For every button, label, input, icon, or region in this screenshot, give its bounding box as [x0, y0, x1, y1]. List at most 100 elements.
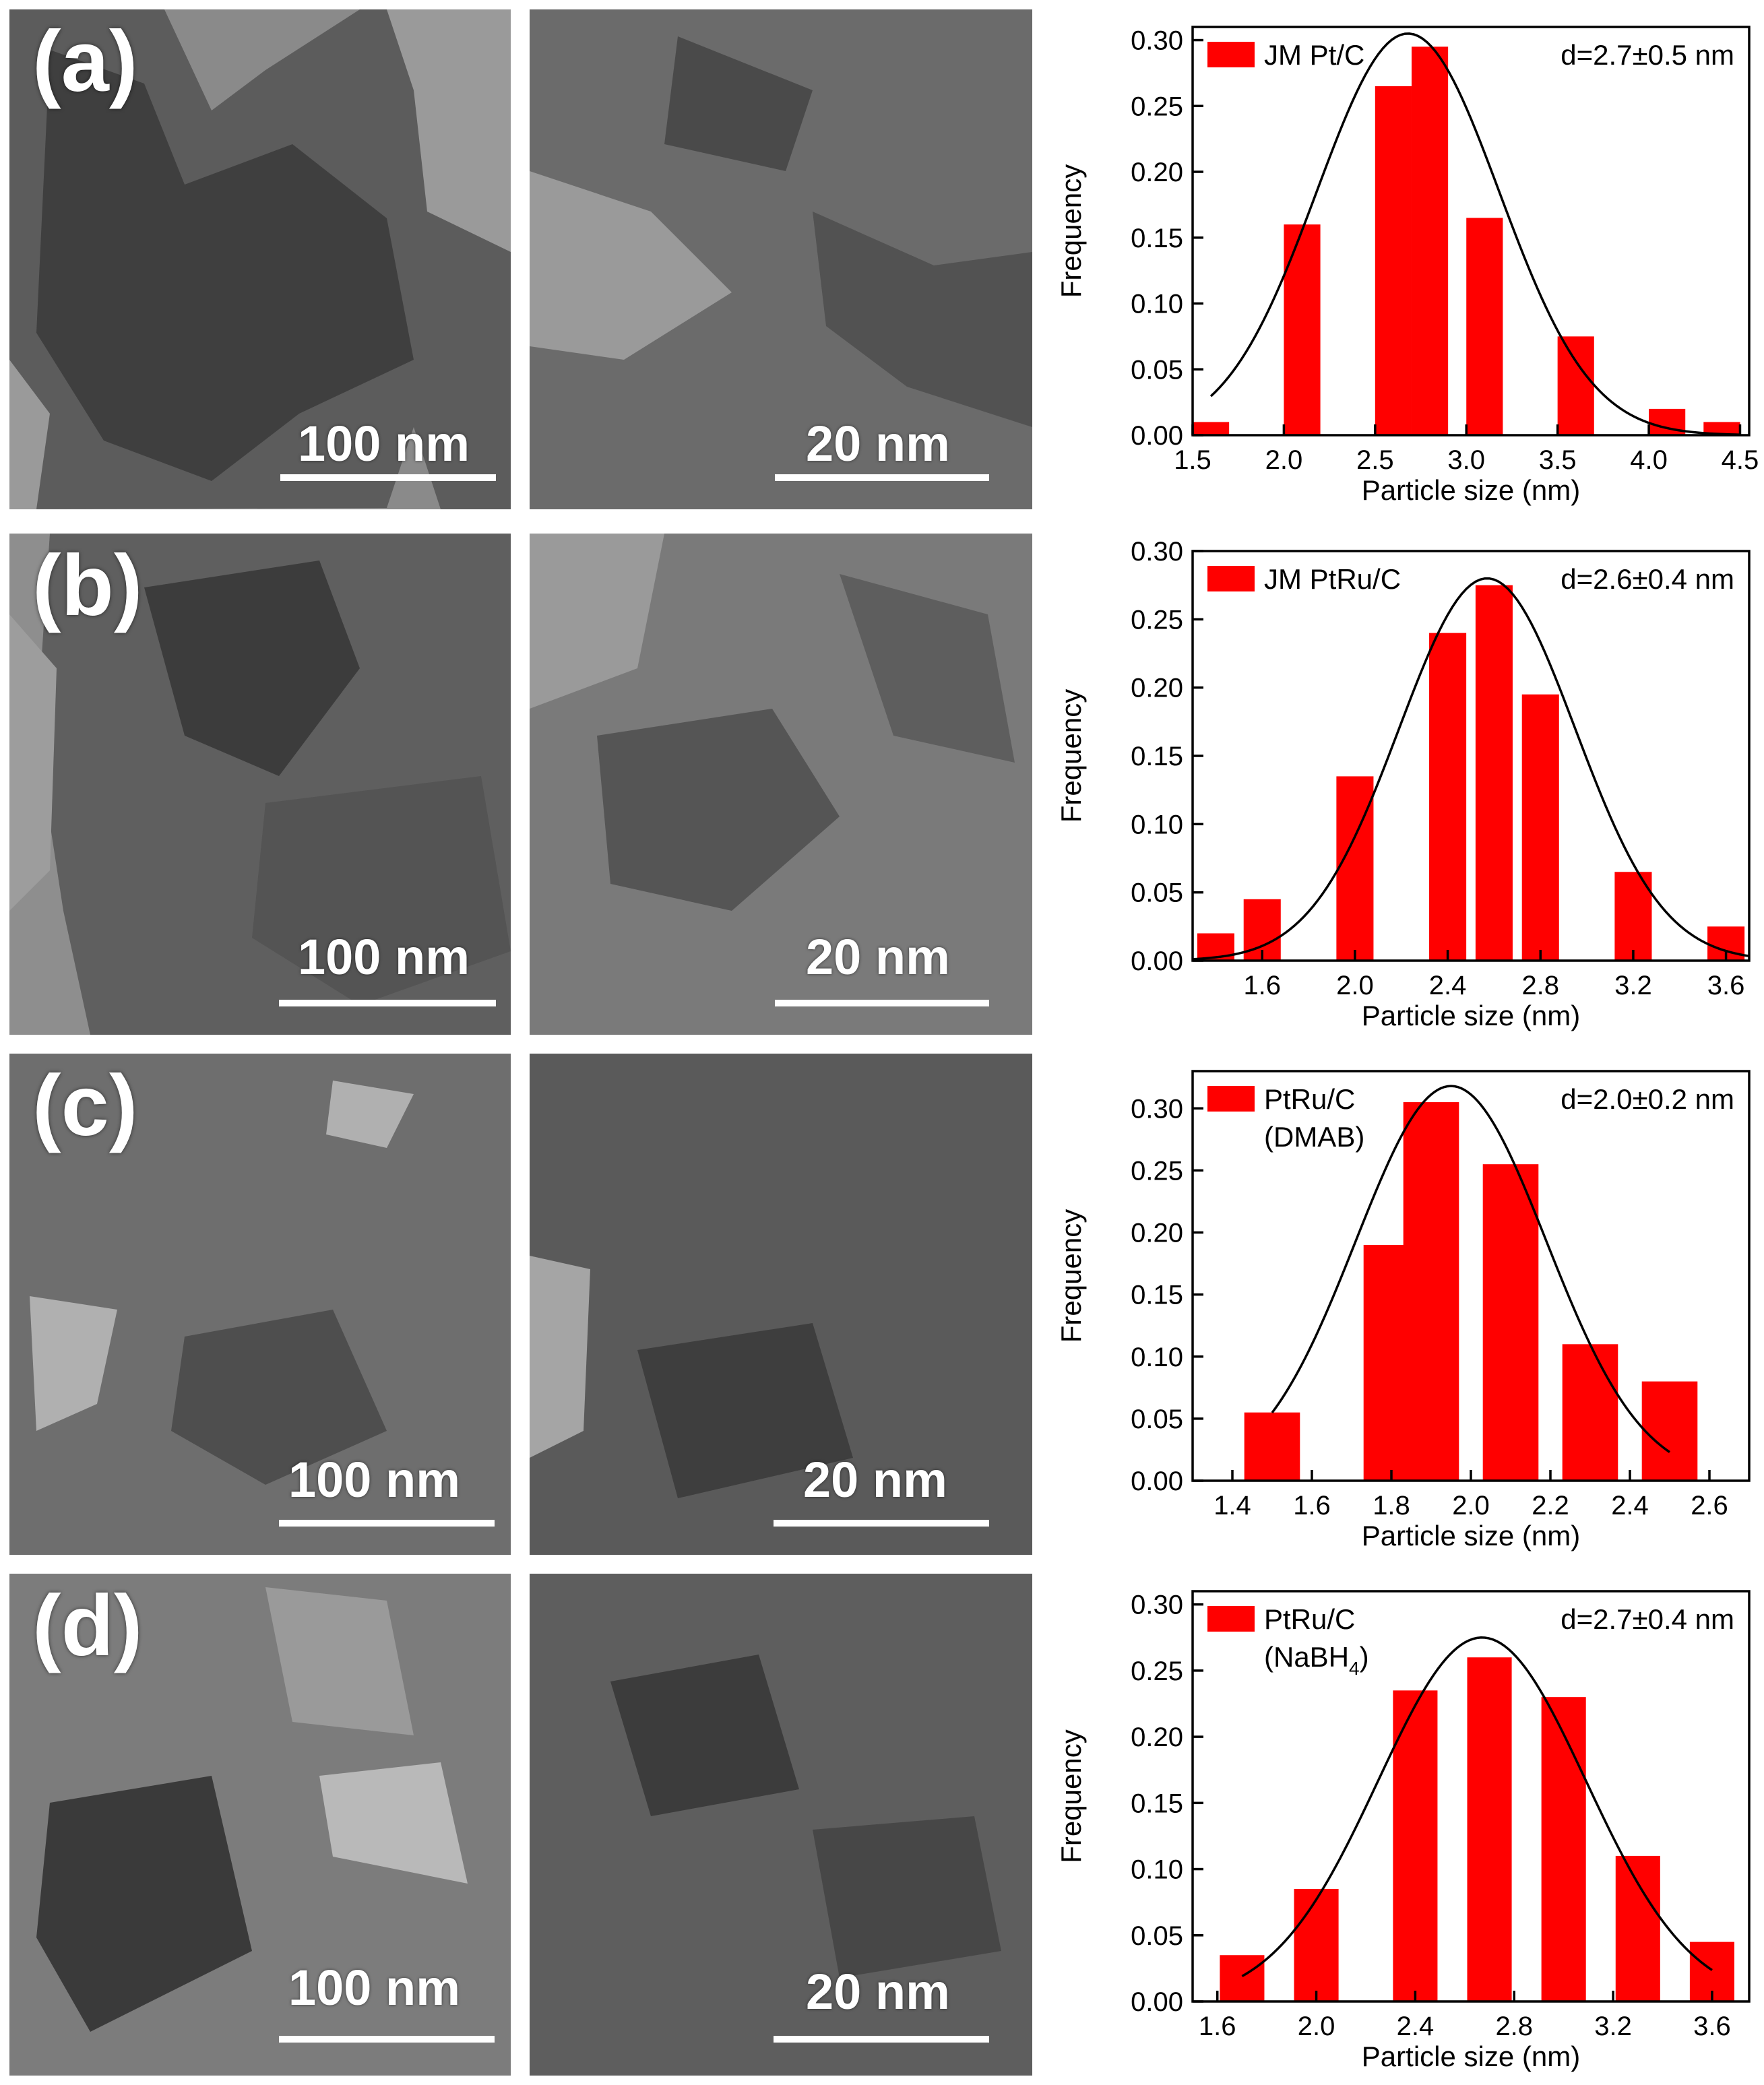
- mean-size-annotation: d=2.7±0.5 nm: [1561, 39, 1734, 71]
- x-tick-label: 2.0: [1452, 1491, 1490, 1520]
- tem-image-low-mag: (d) 100 nm: [9, 1574, 511, 2076]
- y-tick-label: 0.00: [1131, 1987, 1183, 2017]
- y-tick-label: 0.20: [1131, 674, 1183, 703]
- y-tick-label: 0.10: [1131, 290, 1183, 319]
- tem-image-high-mag: 20 nm: [530, 534, 1032, 1035]
- row-b: (b) 100 nm 20 nm 0.00 0.05 0.10 0.15 0.20 0.2…: [0, 534, 1764, 1035]
- x-tick-label: 1.5: [1174, 445, 1211, 475]
- y-tick-label: 0.20: [1131, 1219, 1183, 1248]
- x-axis-label: Particle size (nm): [1362, 1520, 1580, 1551]
- mean-size-annotation: d=2.6±0.4 nm: [1561, 563, 1734, 595]
- scale-bar-label: 20 nm: [806, 1964, 950, 2020]
- panel-letter: (b): [32, 538, 143, 634]
- y-tick-label: 0.15: [1131, 1789, 1183, 1818]
- tem-image-high-mag: 20 nm: [530, 9, 1032, 509]
- x-tick-label: 3.6: [1707, 971, 1745, 1000]
- y-tick-label: 0.20: [1131, 1723, 1183, 1752]
- legend-label: PtRu/C: [1264, 1083, 1355, 1115]
- gaussian-fit-curve: [1271, 1085, 1671, 1454]
- x-tick-label: 2.2: [1532, 1491, 1569, 1520]
- mean-size-annotation: d=2.0±0.2 nm: [1561, 1083, 1734, 1115]
- x-tick-label: 2.0: [1336, 971, 1374, 1000]
- y-tick-label: 0.10: [1131, 1343, 1183, 1372]
- y-tick-label: 0.15: [1131, 1281, 1183, 1310]
- x-tick-label: 2.0: [1298, 2012, 1335, 2041]
- x-tick-label: 2.0: [1265, 445, 1303, 475]
- y-tick-label: 0.05: [1131, 355, 1183, 385]
- row-c: (c) 100 nm 20 nm 0.00 0.05 0.10 0.15 0.20 0.2…: [0, 1054, 1764, 1555]
- histogram-chart: 0.00 0.05 0.10 0.15 0.20 0.25 0.30 1.4 1.6 1.8 2.0…: [1051, 1054, 1764, 1555]
- legend-label-line2: (NaBH4): [1264, 1641, 1369, 1679]
- scale-bar-label: 100 nm: [298, 416, 470, 472]
- histogram-bar: [1294, 1889, 1339, 2001]
- x-tick-label: 2.8: [1495, 2012, 1533, 2041]
- x-axis-label: Particle size (nm): [1362, 2041, 1580, 2072]
- histogram-bar: [1703, 422, 1740, 435]
- y-tick-label: 0.00: [1131, 421, 1183, 451]
- x-tick-label: 3.6: [1693, 2012, 1731, 2041]
- histogram-bar: [1336, 776, 1374, 961]
- legend-swatch: [1207, 42, 1255, 67]
- x-tick-label: 1.8: [1373, 1491, 1410, 1520]
- y-tick-label: 0.30: [1131, 26, 1183, 56]
- mean-size-annotation: d=2.7±0.4 nm: [1561, 1603, 1734, 1635]
- y-tick-label: 0.30: [1131, 1094, 1183, 1124]
- y-axis-label: Frequency: [1055, 1729, 1087, 1863]
- y-tick-label: 0.25: [1131, 1657, 1183, 1686]
- legend-swatch: [1207, 1606, 1255, 1632]
- y-tick-label: 0.10: [1131, 810, 1183, 839]
- histogram-bar: [1429, 633, 1467, 961]
- x-tick-label: 1.4: [1214, 1491, 1251, 1520]
- histogram-bar: [1393, 1690, 1438, 2001]
- x-tick-label: 2.8: [1521, 971, 1559, 1000]
- scale-bar: [279, 2036, 495, 2043]
- histogram-bar: [1541, 1697, 1586, 2001]
- y-tick-label: 0.15: [1131, 742, 1183, 771]
- scale-bar: [774, 2036, 989, 2043]
- histogram-bar: [1284, 224, 1321, 435]
- scale-bar: [279, 1520, 495, 1527]
- scale-bar-label: 20 nm: [803, 1452, 947, 1508]
- x-tick-label: 1.6: [1243, 971, 1281, 1000]
- y-tick-label: 0.30: [1131, 1591, 1183, 1620]
- histogram-chart: 0.00 0.05 0.10 0.15 0.20 0.25 0.30 1.6 2.0 2.4 2.8…: [1051, 534, 1764, 1035]
- scale-bar: [279, 1000, 496, 1006]
- x-tick-label: 3.2: [1594, 2012, 1632, 2041]
- gaussian-fit-curve: [1192, 577, 1750, 961]
- x-tick-label: 2.6: [1691, 1491, 1728, 1520]
- x-tick-label: 3.0: [1447, 445, 1485, 475]
- x-tick-label: 4.0: [1630, 445, 1668, 475]
- x-tick-label: 2.4: [1397, 2012, 1435, 2041]
- histogram-bar: [1403, 1102, 1459, 1481]
- histogram-bar: [1244, 1412, 1300, 1481]
- x-tick-label: 2.5: [1356, 445, 1394, 475]
- histogram-bar: [1467, 1657, 1512, 2001]
- y-tick-label: 0.05: [1131, 1921, 1183, 1951]
- y-tick-label: 0.25: [1131, 605, 1183, 635]
- histogram-bar: [1641, 1381, 1698, 1481]
- x-axis-label: Particle size (nm): [1362, 474, 1580, 506]
- panel-letter: (d): [32, 1578, 143, 1674]
- y-tick-label: 0.15: [1131, 224, 1183, 253]
- y-tick-label: 0.25: [1131, 1156, 1183, 1186]
- y-tick-label: 0.00: [1131, 947, 1183, 976]
- legend-label: JM PtRu/C: [1264, 563, 1401, 595]
- plot-frame: [1191, 1590, 1751, 2003]
- scale-bar-label: 100 nm: [288, 1960, 461, 2016]
- x-tick-label: 2.4: [1611, 1491, 1649, 1520]
- x-axis-label: Particle size (nm): [1362, 1000, 1580, 1031]
- tem-image-high-mag: 20 nm: [530, 1574, 1032, 2076]
- y-tick-label: 0.05: [1131, 1405, 1183, 1434]
- histogram-chart: 0.00 0.05 0.10 0.15 0.20 0.25 0.30 1.5 2.0 2.5 3.0…: [1051, 9, 1764, 509]
- panel-letter: (a): [32, 13, 138, 110]
- tem-image-low-mag: (c) 100 nm: [9, 1054, 511, 1555]
- x-tick-label: 3.2: [1614, 971, 1652, 1000]
- gaussian-fit-curve: [1241, 1636, 1713, 1977]
- scale-bar: [775, 1000, 989, 1006]
- histogram-bar: [1475, 585, 1513, 961]
- histogram-bar: [1521, 694, 1559, 961]
- y-axis-label: Frequency: [1055, 1209, 1087, 1343]
- histogram-bar: [1482, 1164, 1539, 1481]
- panel-letter: (c): [32, 1058, 138, 1154]
- histogram-bar: [1193, 422, 1230, 435]
